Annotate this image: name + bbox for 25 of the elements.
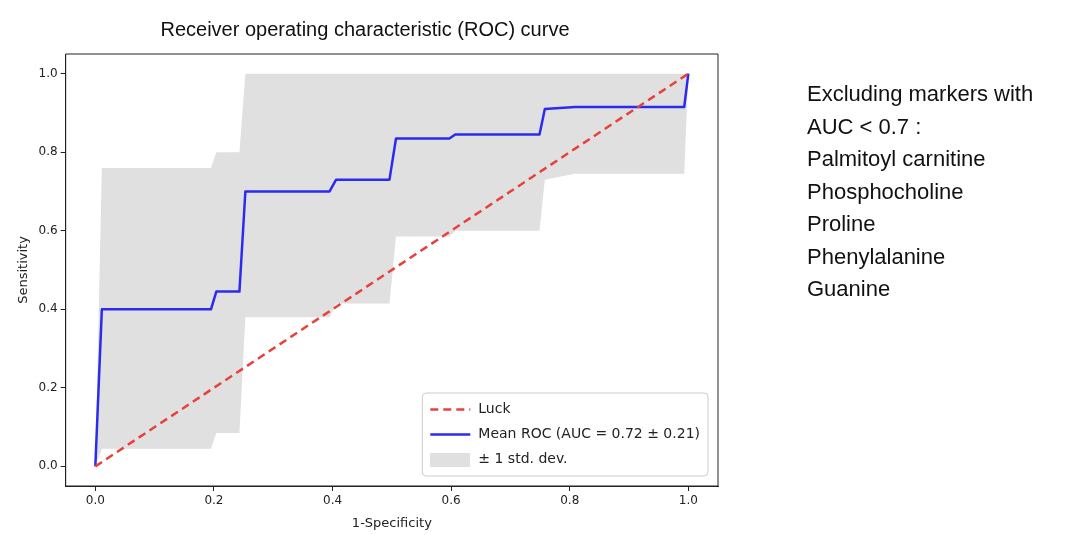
text: AUC < 0.7 : (807, 112, 923, 141)
y-tick-label: 0.8 (38, 144, 58, 159)
y-tick-label: 1.0 (38, 65, 58, 80)
legend-label: Luck (478, 400, 512, 417)
y-tick-label: 0.6 (38, 222, 58, 237)
text: Palmitoyl carnitine (807, 145, 987, 173)
legend-label: Mean ROC (AUC = 0.72 ± 0.21) (478, 425, 701, 442)
x-tick-label: 1.0 (678, 493, 698, 508)
x-tick-label: 0.2 (204, 493, 224, 508)
y-axis-title: Sensitivity (15, 235, 31, 304)
text: Phosphocholine (807, 177, 965, 206)
text: Phenylalanine (807, 242, 947, 271)
x-tick-label: 0.4 (322, 493, 343, 508)
y-tick-label: 0.4 (38, 301, 58, 316)
x-tick-label: 0.6 (441, 493, 461, 508)
x-axis-title: 1-Specificity (351, 514, 433, 530)
y-tick-label: 0.2 (38, 379, 58, 394)
text: Proline (807, 210, 877, 238)
text: Guanine (807, 275, 892, 303)
chart-title: Receiver operating characteristic (ROC) curve (160, 17, 570, 40)
y-tick-label: 0.0 (38, 458, 58, 473)
x-tick-label: 0.0 (85, 493, 105, 508)
annotation: ± 1 std. dev. (478, 450, 568, 467)
text: Excluding markers with (807, 80, 1034, 108)
x-tick-label: 0.8 (560, 493, 580, 508)
